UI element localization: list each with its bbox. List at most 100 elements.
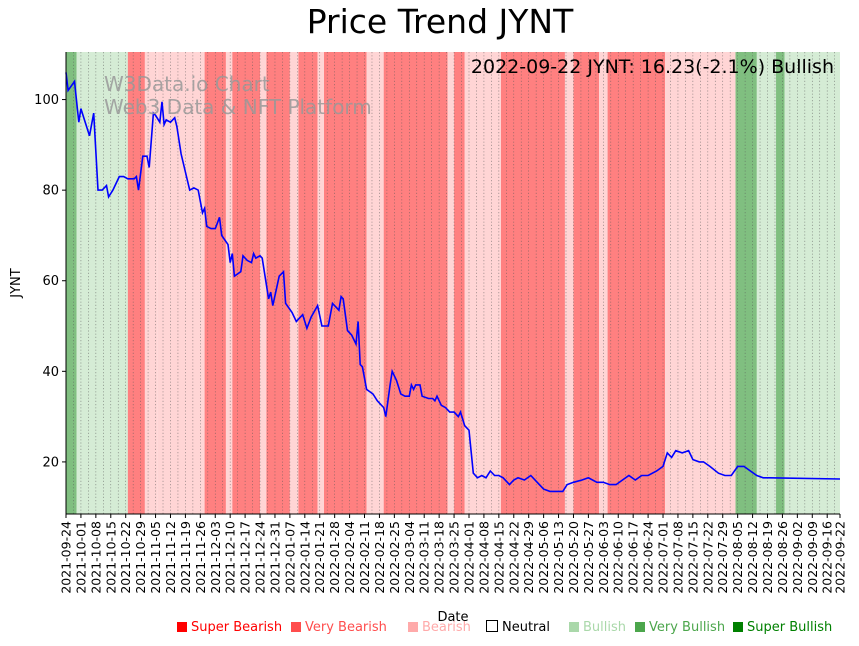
x-tick-label-27: 2022-04-01 (461, 521, 476, 594)
x-tick-label-18: 2022-01-28 (327, 521, 342, 594)
x-tick-label-45: 2022-08-05 (730, 521, 745, 594)
x-axis-ticks: 2021-09-24 2021-10-01 2021-10-08 2021-10-15… (59, 514, 848, 594)
x-tick-label-32: 2022-05-06 (536, 521, 551, 594)
x-tick-label-40: 2022-07-01 (656, 521, 671, 594)
sentiment-band-21 (573, 52, 600, 514)
x-tick-label-16: 2022-01-14 (297, 521, 312, 594)
price-annotation: 2022-09-22 JYNT: 16.23(-2.1%) Bullish (471, 56, 834, 78)
sentiment-band-13 (324, 52, 367, 514)
sentiment-band-8 (260, 52, 267, 514)
x-tick-label-2: 2021-10-08 (88, 521, 103, 594)
legend-item-super-bearish: Super Bearish (177, 620, 282, 635)
x-tick-label-1: 2021-10-01 (73, 521, 88, 594)
sentiment-band-14 (366, 52, 384, 514)
sentiment-band-4 (157, 52, 205, 514)
sentiment-band-1 (76, 52, 128, 514)
legend-swatch-very-bearish (291, 622, 301, 632)
x-tick-label-31: 2022-04-29 (521, 521, 536, 594)
x-tick-label-51: 2022-09-16 (820, 521, 835, 594)
x-tick-label-12: 2021-12-17 (238, 521, 253, 594)
legend-item-bearish: Bearish (408, 620, 471, 635)
x-tick-label-30: 2022-04-22 (506, 521, 521, 594)
x-tick-label-8: 2021-11-19 (178, 521, 193, 594)
legend-swatch-very-bullish (635, 622, 645, 632)
legend-item-super-bullish: Super Bullish (733, 620, 832, 635)
x-tick-label-20: 2022-02-11 (357, 521, 372, 594)
x-tick-label-44: 2022-07-29 (715, 521, 730, 594)
x-tick-label-46: 2022-08-12 (745, 521, 760, 594)
x-tick-label-24: 2022-03-11 (417, 521, 432, 594)
legend-label-bullish: Bullish (583, 620, 627, 635)
y-tick-label-0: 20 (42, 455, 59, 470)
x-tick-label-22: 2022-02-25 (387, 521, 402, 594)
sentiment-band-0 (66, 52, 77, 514)
sentiment-band-11 (298, 52, 318, 514)
x-tick-label-41: 2022-07-08 (670, 521, 685, 594)
x-tick-label-33: 2022-05-13 (551, 521, 566, 594)
x-tick-label-0: 2021-09-24 (59, 521, 74, 594)
x-tick-label-47: 2022-08-19 (760, 521, 775, 594)
legend: Super Bearish Very Bearish Bearish Neutral B… (0, 620, 859, 640)
x-axis-label: Date (437, 610, 468, 625)
sentiment-band-7 (232, 52, 261, 514)
x-tick-label-19: 2022-02-04 (342, 521, 357, 594)
watermark-line2: Web3 Data & NFT Platform (104, 95, 372, 119)
legend-label-super-bullish: Super Bullish (747, 620, 833, 635)
legend-item-neutral: Neutral (486, 620, 550, 635)
x-tick-label-48: 2022-08-26 (775, 521, 790, 594)
x-tick-label-36: 2022-06-03 (596, 521, 611, 594)
x-tick-label-43: 2022-07-22 (700, 521, 715, 594)
x-tick-label-17: 2022-01-21 (312, 521, 327, 594)
x-tick-label-29: 2022-04-15 (491, 521, 506, 594)
x-tick-label-10: 2021-12-03 (208, 521, 223, 594)
x-tick-label-35: 2022-05-27 (581, 521, 596, 594)
x-tick-label-3: 2021-10-15 (103, 521, 118, 594)
x-tick-label-26: 2022-03-25 (447, 521, 462, 594)
sentiment-band-10 (289, 52, 299, 514)
y-tick-label-1: 40 (42, 365, 59, 380)
x-tick-label-23: 2022-03-04 (402, 521, 417, 594)
sentiment-bands (66, 52, 840, 514)
x-tick-label-34: 2022-05-20 (566, 521, 581, 594)
x-tick-label-21: 2022-02-18 (372, 521, 387, 594)
x-tick-label-28: 2022-04-08 (476, 521, 491, 594)
x-tick-label-50: 2022-09-09 (805, 521, 820, 594)
legend-swatch-neutral (486, 620, 498, 632)
legend-swatch-bullish (569, 622, 579, 632)
x-tick-label-9: 2021-11-26 (193, 521, 208, 594)
sentiment-band-16 (447, 52, 455, 514)
x-tick-label-6: 2021-11-05 (148, 521, 163, 594)
vertical-gridlines (65, 52, 835, 514)
x-tick-label-52: 2022-09-22 (833, 521, 848, 594)
watermark-line1: W3Data.io Chart (104, 72, 270, 96)
chart-title: Price Trend JYNT (306, 2, 574, 41)
legend-label-bearish: Bearish (422, 620, 471, 635)
sentiment-band-27 (776, 52, 785, 514)
y-tick-label-3: 80 (42, 184, 59, 199)
x-tick-label-39: 2022-06-24 (641, 521, 656, 594)
y-tick-label-4: 100 (34, 93, 59, 108)
sentiment-band-17 (454, 52, 465, 514)
sentiment-band-6 (225, 52, 233, 514)
y-axis-ticks: 20 40 60 80 100 (34, 93, 66, 470)
sentiment-band-23 (607, 52, 666, 514)
sentiment-band-2 (127, 52, 145, 514)
x-tick-label-15: 2022-01-07 (282, 521, 297, 594)
legend-label-very-bearish: Very Bearish (305, 620, 387, 635)
y-tick-label-2: 60 (42, 274, 59, 289)
sentiment-band-18 (464, 52, 501, 514)
legend-swatch-bearish (408, 622, 418, 632)
sentiment-band-15 (383, 52, 448, 514)
y-axis-label: JYNT (9, 268, 24, 298)
sentiment-band-12 (317, 52, 324, 514)
x-tick-label-25: 2022-03-18 (432, 521, 447, 594)
legend-item-very-bearish: Very Bearish (291, 620, 387, 635)
legend-item-very-bullish: Very Bullish (635, 620, 725, 635)
price-line (65, 72, 841, 493)
legend-swatch-super-bearish (177, 622, 187, 632)
sentiment-band-25 (735, 52, 757, 514)
x-tick-label-38: 2022-06-17 (626, 521, 641, 594)
legend-swatch-super-bullish (733, 622, 743, 632)
x-tick-label-14: 2021-12-31 (267, 521, 282, 594)
